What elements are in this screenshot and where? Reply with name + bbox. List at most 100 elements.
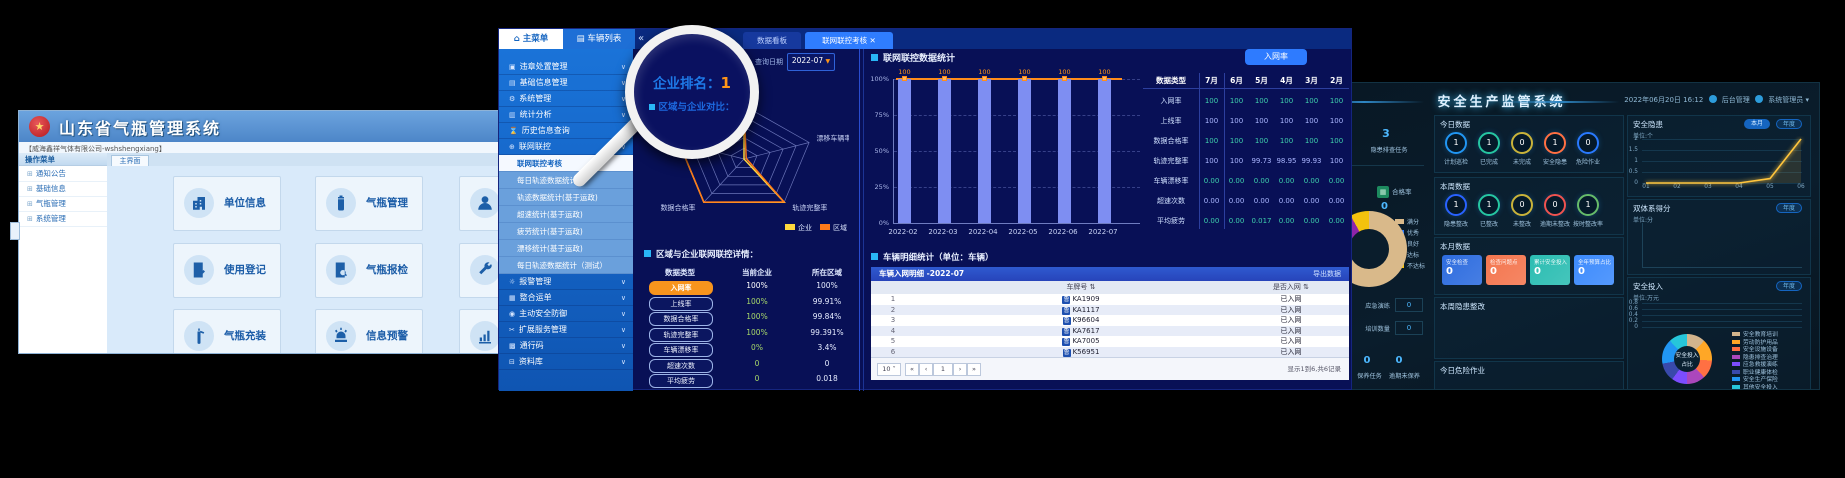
unit-label: 单位:万元 [1633, 295, 1660, 302]
tab-vehicle-list[interactable]: ▤ 车辆列表 [563, 29, 635, 49]
page-size-select[interactable]: 10 ˅ [877, 363, 901, 376]
tab-main[interactable]: 主界面 [111, 155, 149, 167]
card-安全检查[interactable]: 安全检查 0 [1442, 255, 1482, 285]
table-row[interactable]: 2 鲁 KA1117 已入网 [871, 304, 1349, 315]
tile-partial-user[interactable] [459, 176, 503, 231]
caret-icon[interactable]: ▾ [1805, 96, 1809, 104]
stats-row-3: 轨迹完整率 100 100 99.73 98.95 99.93 100 [1143, 154, 1349, 169]
score-y-axis [1642, 223, 1643, 267]
bar-value-label: 100 [1018, 68, 1031, 76]
tile-partial-chart[interactable] [459, 309, 503, 353]
sidebar-item-1[interactable]: ⊞ 基础信息 [19, 182, 107, 197]
table-row[interactable]: 5 鲁 KA7005 已入网 [871, 336, 1349, 347]
stats-cell: 0.00 [1203, 217, 1220, 225]
pill-year[interactable]: 年度 [1776, 119, 1802, 129]
dashboard-sidebar: ▣违章处置管理∨▤基础信息管理∨⚙系统管理∨▥统计分析∨⌛历史信息查询∨⊕联网联… [499, 49, 633, 391]
card-全年预算占比[interactable]: 全年预算占比 0 [1574, 255, 1614, 285]
export-data-button[interactable]: 导出数据 [1313, 270, 1341, 278]
collapse-icon[interactable]: « [638, 33, 645, 44]
sidebar-item-2[interactable]: ⚙ 系统管理 ∨ [499, 91, 633, 107]
sidebar-item-9[interactable]: ✂ 扩展服务管理 ∨ [499, 322, 633, 338]
stats-cell: 100 [1329, 117, 1344, 125]
sidebar-subitem-1[interactable]: 每日轨迹数据统计 [499, 172, 633, 189]
metric-button-5[interactable]: 超速次数 [649, 358, 713, 373]
pill-year[interactable]: 年度 [1776, 203, 1802, 213]
metric-button-3[interactable]: 轨迹完整率 [649, 327, 713, 342]
last-page-button[interactable]: » [967, 363, 981, 376]
sidebar-item-11[interactable]: ⊟ 资料库 ∨ [499, 354, 633, 370]
table-row[interactable]: 4 鲁 KA7617 已入网 [871, 325, 1349, 336]
sidebar-item-3[interactable]: ⊞ 系统管理 [19, 212, 107, 227]
tile-partial-wrench[interactable] [459, 243, 503, 298]
metric-button-4[interactable]: 车辆漂移率 [649, 343, 713, 357]
card-检查问题点[interactable]: 检查问题点 0 [1486, 255, 1526, 285]
titlebar: ★ 山东省气瓶管理系统 [19, 111, 503, 142]
sidebar-item-10[interactable]: ▩ 通行码 ∨ [499, 338, 633, 354]
tile-register[interactable]: 使用登记 [173, 243, 281, 298]
sidebar-item-6[interactable]: ☼ 报警管理 ∨ [499, 274, 633, 290]
window-notch[interactable] [10, 222, 20, 240]
bar-2022-06[interactable] [1058, 79, 1071, 223]
user-menu[interactable]: 系统管理员 [1768, 96, 1804, 104]
hazard-line-chart [1646, 138, 1802, 184]
sort-icon[interactable]: ⇅ [1089, 283, 1096, 291]
metric-button-2[interactable]: 数据合格率 [649, 312, 713, 326]
tile-inspect[interactable]: 气瓶报检 [315, 243, 423, 298]
doc-tab-0[interactable]: 数据看板 [743, 32, 801, 49]
tab-home-menu[interactable]: ⌂ 主菜单 [499, 29, 563, 49]
first-page-button[interactable]: « [905, 363, 919, 376]
sidebar-subitem-4[interactable]: 疲劳统计(基于运政) [499, 223, 633, 240]
sidebar-subitem-5[interactable]: 漂移统计(基于运政) [499, 240, 633, 257]
sidebar-item-7[interactable]: ▦ 整合运单 ∨ [499, 290, 633, 306]
col-plate-number[interactable]: 车牌号 ⇅ [1066, 283, 1096, 291]
sidebar-item-2[interactable]: ⊞ 气瓶管理 [19, 197, 107, 212]
bar-value-label: 100 [978, 68, 991, 76]
col-network-status[interactable]: 是否入网 ⇅ [1272, 283, 1310, 291]
doc-tab-1[interactable]: 联网联控考核 ✕ [805, 32, 893, 49]
bar-2022-07[interactable] [1098, 79, 1111, 223]
tile-alarm[interactable]: 信息预警 [315, 309, 423, 353]
sidebar-item-0[interactable]: ⊞ 通知公告 [19, 167, 107, 182]
stats-cell: 100 [1304, 97, 1319, 105]
stats-header-cell: 2月 [1330, 76, 1343, 85]
sidebar-item-1[interactable]: ▤ 基础信息管理 ∨ [499, 75, 633, 91]
prev-page-button[interactable]: ‹ [919, 363, 933, 376]
section-bullet-icon [644, 250, 651, 257]
bar-2022-02[interactable] [898, 79, 911, 223]
next-page-button[interactable]: › [953, 363, 967, 376]
pill-year[interactable]: 年度 [1776, 281, 1802, 291]
legend-swatch [1732, 347, 1740, 351]
tile-building[interactable]: 单位信息 [173, 176, 281, 231]
invest-legend-item: 隐患排查治理 [1732, 352, 1778, 361]
metric-button-6[interactable]: 平均疲劳 [649, 374, 713, 388]
page-input[interactable]: 1 [933, 363, 953, 376]
table-row[interactable]: 3 鲁 K96604 已入网 [871, 315, 1349, 326]
pill-month[interactable]: 本月 [1744, 119, 1770, 129]
table-row[interactable]: 6 鲁 K56951 已入网 [871, 346, 1349, 357]
legend-item-区域: 区域 [812, 224, 847, 232]
query-date-select[interactable]: 2022-07 ▼ [787, 53, 835, 71]
sidebar-subitem-6[interactable]: 每日轨迹数据统计（测试） [499, 257, 633, 274]
sidebar-subitem-3[interactable]: 超速统计(基于运政) [499, 206, 633, 223]
metric-button-0[interactable]: 入网率 [649, 281, 713, 295]
tile-fill[interactable]: 气瓶充装 [173, 309, 281, 353]
admin-link[interactable]: 后台管理 [1721, 96, 1750, 104]
menu-header: 操作菜单 [19, 153, 107, 166]
sidebar-item-3[interactable]: ▥ 统计分析 ∨ [499, 107, 633, 123]
sidebar-item-0[interactable]: ▣ 违章处置管理 ∨ [499, 59, 633, 75]
card-累计安全投入[interactable]: 累计安全投入 0 [1530, 255, 1570, 285]
bar-2022-04[interactable] [978, 79, 991, 223]
sidebar-subitem-0[interactable]: 联网联控考核 [499, 155, 633, 172]
metric-pill-button[interactable]: 入网率 [1245, 49, 1307, 65]
line-marker [942, 76, 947, 81]
stats-icon: ▥ [509, 111, 516, 119]
sidebar-subitem-2[interactable]: 轨迹数据统计(基于运政) [499, 189, 633, 206]
table-row[interactable]: 1 鲁 KA1909 已入网 [871, 294, 1349, 305]
metric-button-1[interactable]: 上线率 [649, 296, 713, 311]
sort-icon[interactable]: ⇅ [1303, 283, 1310, 291]
sidebar-item-5[interactable]: ⊕ 联网联控 ∨ [499, 139, 633, 155]
tile-cylinder[interactable]: 气瓶管理 [315, 176, 423, 231]
bar-2022-03[interactable] [938, 79, 951, 223]
bar-2022-05[interactable] [1018, 79, 1031, 223]
sidebar-item-8[interactable]: ◉ 主动安全防御 ∨ [499, 306, 633, 322]
